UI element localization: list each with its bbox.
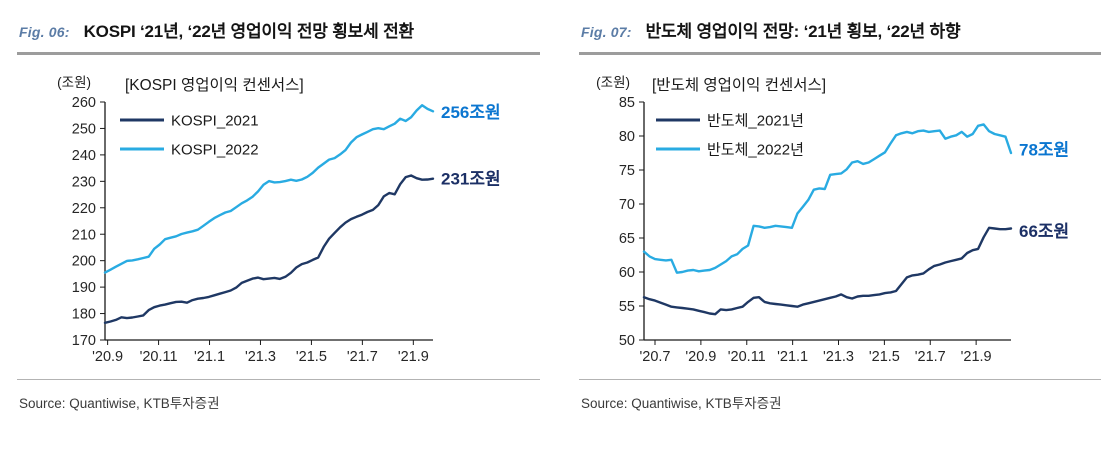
series-line-반도체_2021년 (642, 226, 1013, 316)
figure-07: Fig. 07: 반도체 영업이익 전망: ‘21년 횡보, ‘22년 하향 (… (579, 0, 1101, 413)
x-axis-ticks: '20.9 '20.11 '21.1 '21.3 '21.5 '21.7 '21.9 (92, 340, 429, 365)
svg-text:'20.11: '20.11 (140, 349, 178, 365)
svg-text:KOSPI_2021: KOSPI_2021 (171, 112, 259, 129)
svg-text:170: 170 (72, 333, 96, 349)
svg-text:'21.3: '21.3 (245, 349, 276, 365)
svg-text:210: 210 (72, 227, 96, 243)
figure-07-source: Source: Quantiwise, KTB투자증권 (581, 396, 782, 411)
figure-06-number: Fig. 06: (19, 24, 70, 40)
svg-text:260: 260 (72, 95, 96, 111)
svg-text:'21.1: '21.1 (194, 349, 225, 365)
figure-07-title-rule (579, 52, 1101, 55)
two-column-layout: Fig. 06: KOSPI ‘21년, ‘22년 영업이익 전망 횡보세 전환… (17, 0, 1101, 413)
figure-06-source-block: Source: Quantiwise, KTB투자증권 (17, 379, 540, 413)
svg-text:60: 60 (619, 265, 635, 281)
figure-06-title-rule (17, 52, 540, 55)
series-line-KOSPI_2021 (103, 174, 435, 325)
svg-text:85: 85 (619, 95, 635, 111)
svg-text:'20.11: '20.11 (728, 349, 766, 365)
figure-06: Fig. 06: KOSPI ‘21년, ‘22년 영업이익 전망 횡보세 전환… (17, 0, 540, 413)
svg-text:'21.1: '21.1 (777, 349, 808, 365)
kospi-consensus-line-chart: (조원) [KOSPI 영업이익 컨센서스] 170 180 190 200 210 220 2… (57, 75, 501, 365)
svg-text:250: 250 (72, 122, 96, 138)
svg-text:180: 180 (72, 307, 96, 323)
svg-text:'21.7: '21.7 (347, 349, 378, 365)
figure-06-header: Fig. 06: KOSPI ‘21년, ‘22년 영업이익 전망 횡보세 전환 (17, 0, 540, 52)
axes (104, 102, 433, 341)
svg-text:80: 80 (619, 129, 635, 145)
svg-text:230: 230 (72, 174, 96, 190)
y-axis-unit-label: (조원) (596, 75, 630, 90)
y-axis-ticks: 50 55 60 65 70 75 80 85 (619, 95, 644, 349)
svg-text:'21.5: '21.5 (869, 349, 900, 365)
svg-text:'21.3: '21.3 (823, 349, 854, 365)
svg-text:'21.5: '21.5 (296, 349, 327, 365)
figure-07-header: Fig. 07: 반도체 영업이익 전망: ‘21년 횡보, ‘22년 하향 (579, 0, 1101, 52)
svg-text:65: 65 (619, 231, 635, 247)
svg-text:'21.9: '21.9 (961, 349, 992, 365)
series-line-반도체_2022년 (642, 123, 1013, 274)
svg-text:50: 50 (619, 333, 635, 349)
svg-text:70: 70 (619, 197, 635, 213)
figure-07-number: Fig. 07: (581, 24, 632, 40)
svg-text:'20.7: '20.7 (640, 349, 671, 365)
svg-text:200: 200 (72, 254, 96, 270)
figure-06-source: Source: Quantiwise, KTB투자증권 (19, 396, 220, 411)
figure-07-title: 반도체 영업이익 전망: ‘21년 횡보, ‘22년 하향 (645, 22, 961, 41)
semiconductor-chart-area: (조원) [반도체 영업이익 컨센서스] 50 55 60 65 70 75 80 85 '20.7… (579, 55, 1101, 370)
svg-text:190: 190 (72, 280, 96, 296)
svg-text:220: 220 (72, 201, 96, 217)
kospi-chart-area: (조원) [KOSPI 영업이익 컨센서스] 170 180 190 200 210 220 2… (17, 55, 540, 370)
svg-text:KOSPI_2022: KOSPI_2022 (171, 141, 259, 158)
chart-inner-title: [KOSPI 영업이익 컨센서스] (125, 76, 304, 94)
chart-inner-title: [반도체 영업이익 컨센서스] (652, 76, 826, 94)
value-annotation: 256조원 (441, 103, 501, 122)
svg-text:75: 75 (619, 163, 635, 179)
svg-text:240: 240 (72, 148, 96, 164)
svg-text:반도체_2021년: 반도체_2021년 (707, 112, 804, 129)
svg-text:'20.9: '20.9 (92, 349, 123, 365)
semiconductor-consensus-line-chart: (조원) [반도체 영업이익 컨센서스] 50 55 60 65 70 75 80 85 '20.7… (596, 75, 1069, 365)
value-annotation: 78조원 (1019, 141, 1069, 160)
series-line-KOSPI_2022 (103, 104, 435, 274)
svg-text:55: 55 (619, 299, 635, 315)
axes (643, 102, 1011, 341)
svg-text:'21.9: '21.9 (398, 349, 429, 365)
y-axis-ticks: 170 180 190 200 210 220 230 240 250 260 (72, 95, 105, 349)
x-axis-ticks: '20.7 '20.9 '20.11 '21.1 '21.3 '21.5 '21.7 '21.… (640, 340, 992, 365)
value-annotation: 66조원 (1019, 222, 1069, 241)
legend: KOSPI_2021 KOSPI_2022 (120, 112, 259, 158)
figure-07-source-block: Source: Quantiwise, KTB투자증권 (579, 379, 1101, 413)
value-annotation: 231조원 (441, 170, 501, 189)
figure-06-title: KOSPI ‘21년, ‘22년 영업이익 전망 횡보세 전환 (83, 22, 415, 41)
svg-text:'21.7: '21.7 (915, 349, 946, 365)
svg-text:'20.9: '20.9 (685, 349, 716, 365)
svg-text:반도체_2022년: 반도체_2022년 (707, 141, 804, 158)
y-axis-unit-label: (조원) (57, 75, 91, 90)
